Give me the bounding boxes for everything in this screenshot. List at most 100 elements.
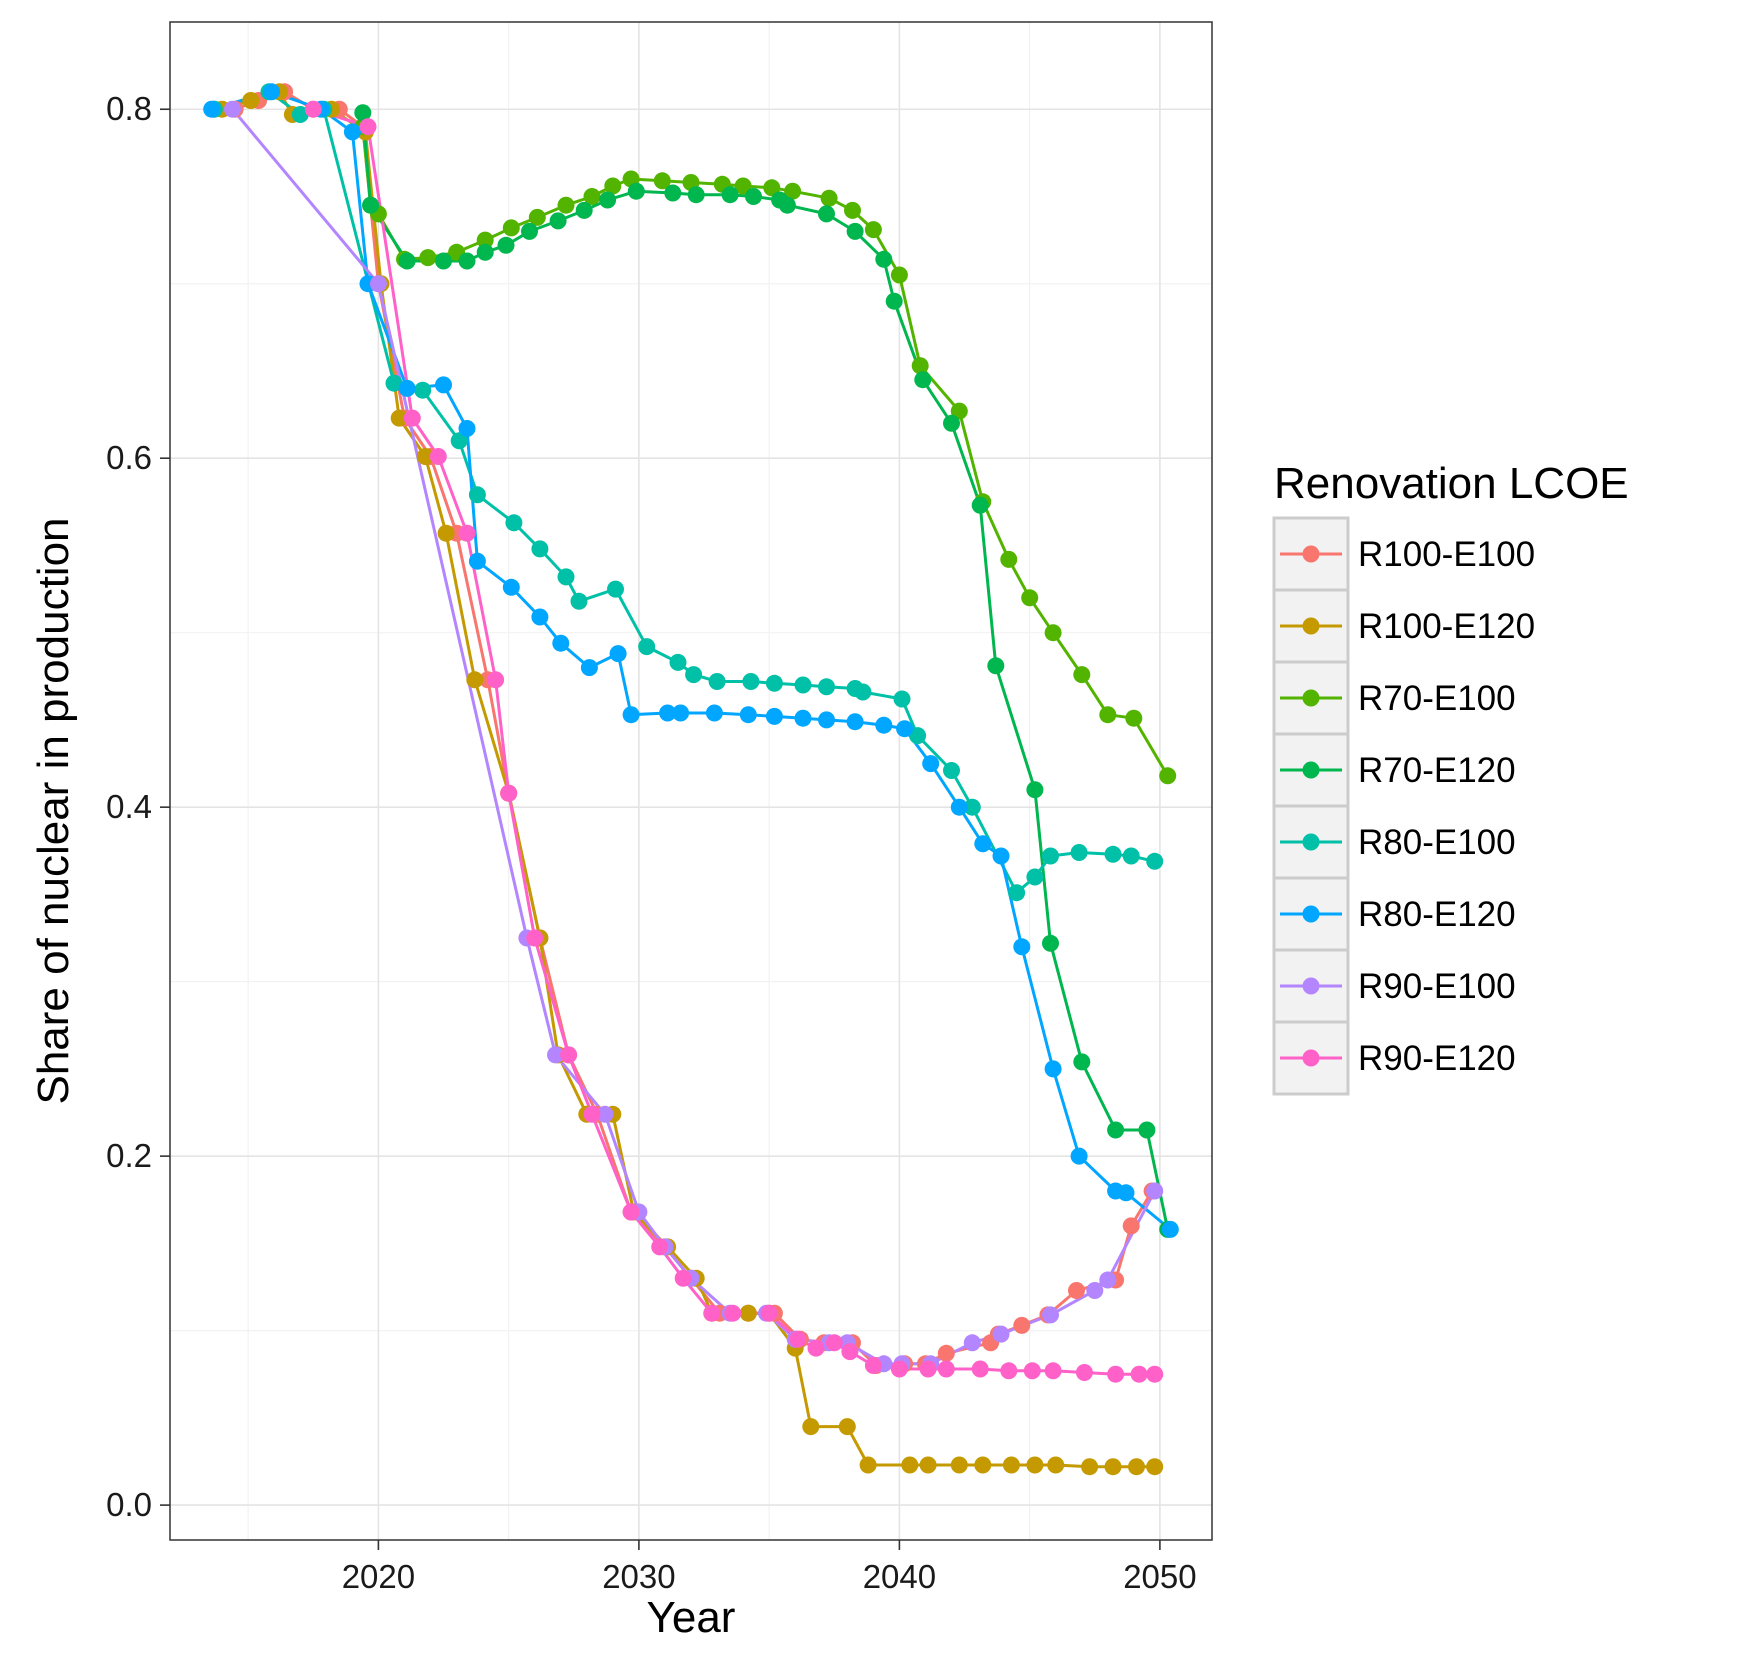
data-point xyxy=(458,524,476,542)
legend-key-point xyxy=(1302,833,1320,851)
data-point xyxy=(919,1456,937,1474)
data-point xyxy=(653,172,671,190)
data-point xyxy=(435,252,452,270)
data-point xyxy=(708,673,726,690)
legend-label: R90-E120 xyxy=(1358,1039,1516,1078)
data-point xyxy=(1125,709,1143,727)
data-point xyxy=(1042,847,1059,865)
data-point xyxy=(502,219,520,237)
data-point xyxy=(1146,1182,1164,1200)
data-point xyxy=(1008,884,1026,902)
data-point xyxy=(765,707,783,725)
data-point xyxy=(901,1456,919,1474)
data-point xyxy=(818,205,835,223)
data-point xyxy=(627,182,645,200)
data-point xyxy=(971,1360,989,1378)
data-point xyxy=(291,106,309,123)
data-point xyxy=(1081,1458,1099,1476)
data-point xyxy=(789,1330,807,1348)
data-point xyxy=(1073,666,1091,684)
data-point xyxy=(992,1325,1010,1343)
data-point xyxy=(745,188,762,205)
data-point xyxy=(1000,550,1018,568)
data-point xyxy=(794,676,812,694)
data-point xyxy=(607,580,624,598)
data-point xyxy=(203,100,221,118)
data-point xyxy=(385,374,403,392)
legend-key-point xyxy=(1302,617,1320,635)
data-point xyxy=(724,1304,742,1322)
data-point xyxy=(1021,589,1039,607)
data-point xyxy=(1122,847,1140,865)
data-point xyxy=(1099,706,1117,724)
data-point xyxy=(893,690,911,708)
legend-title: Renovation LCOE xyxy=(1274,459,1629,508)
data-point xyxy=(343,123,361,141)
legend-key-point xyxy=(1302,905,1320,923)
data-point xyxy=(583,1105,601,1123)
x-tick-label: 2040 xyxy=(863,1558,936,1595)
data-point xyxy=(914,371,932,389)
data-point xyxy=(919,1360,937,1378)
data-point xyxy=(1002,1456,1020,1474)
data-point xyxy=(1044,1362,1062,1380)
data-point xyxy=(487,671,505,689)
legend-label: R80-E100 xyxy=(1358,823,1516,862)
y-tick-label: 0.8 xyxy=(106,90,152,127)
data-point xyxy=(687,186,705,204)
data-point xyxy=(1047,1456,1065,1474)
data-point xyxy=(1070,1147,1088,1165)
y-axis-title: Share of nuclear in production xyxy=(29,517,78,1104)
data-point xyxy=(943,414,960,432)
data-point xyxy=(552,634,570,652)
data-point xyxy=(1070,844,1088,861)
data-point xyxy=(609,645,627,663)
legend-label: R70-E100 xyxy=(1358,679,1516,718)
data-point xyxy=(502,578,520,596)
data-point xyxy=(1013,938,1031,956)
x-tick-label: 2050 xyxy=(1123,1558,1196,1595)
data-point xyxy=(549,212,567,230)
data-point xyxy=(1073,1053,1091,1071)
data-point xyxy=(802,1418,820,1436)
data-point xyxy=(1026,868,1044,886)
data-point xyxy=(466,671,484,689)
data-point xyxy=(362,196,380,214)
data-point xyxy=(416,448,434,465)
data-point xyxy=(458,252,476,270)
data-point xyxy=(721,186,739,204)
data-point xyxy=(950,798,968,816)
data-point xyxy=(974,835,992,853)
data-point xyxy=(820,189,838,207)
data-point xyxy=(476,231,494,249)
data-point xyxy=(651,1238,669,1256)
data-point xyxy=(937,1360,955,1378)
data-point xyxy=(521,222,538,240)
data-point xyxy=(859,1456,877,1474)
data-point xyxy=(846,222,864,240)
x-tick-label: 2020 xyxy=(342,1558,415,1595)
data-point xyxy=(669,653,687,671)
data-point xyxy=(664,184,682,202)
data-point xyxy=(450,432,468,450)
data-point xyxy=(429,448,447,465)
data-point xyxy=(435,376,452,394)
data-point xyxy=(468,552,486,570)
data-point xyxy=(818,678,835,696)
data-point xyxy=(1146,1365,1164,1383)
data-point xyxy=(547,1046,564,1064)
x-tick-label: 2030 xyxy=(602,1558,675,1595)
data-point xyxy=(1122,1217,1140,1235)
data-point xyxy=(437,524,455,542)
legend-key-point xyxy=(1302,977,1320,995)
data-point xyxy=(864,1357,882,1374)
data-point xyxy=(794,709,812,727)
data-point xyxy=(974,1456,992,1474)
data-point xyxy=(760,1304,778,1322)
data-point xyxy=(1128,1458,1145,1476)
data-point xyxy=(414,381,432,399)
data-point xyxy=(1068,1282,1085,1299)
data-point xyxy=(739,1304,757,1322)
data-point xyxy=(304,100,322,118)
data-point xyxy=(1026,781,1044,799)
